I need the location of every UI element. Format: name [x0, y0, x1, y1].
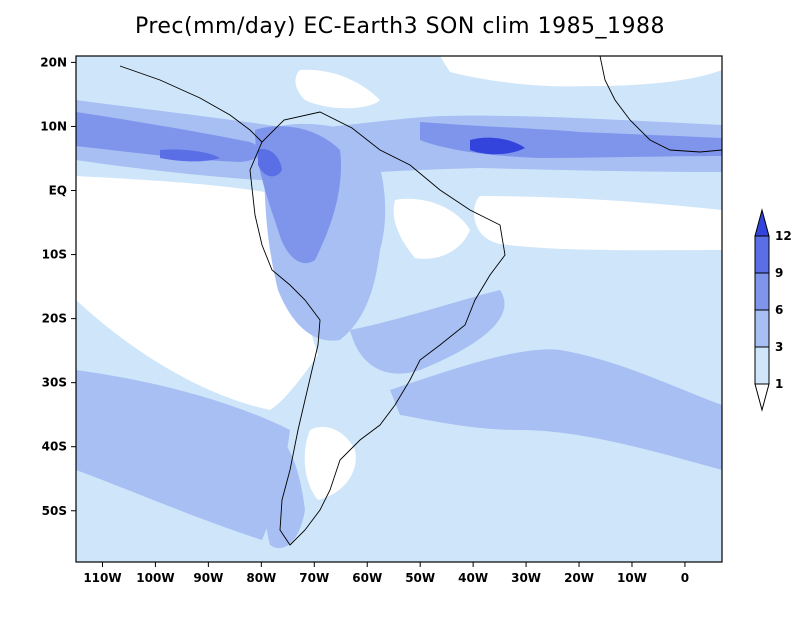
y-tick-label: 20S: [42, 312, 67, 326]
y-tick-label: 50S: [42, 504, 67, 518]
map-title: Prec(mm/day) EC-Earth3 SON clim 1985_198…: [134, 14, 666, 39]
x-tick-label: 110W: [83, 571, 121, 585]
dry-region-southeast-pacific: [76, 176, 318, 410]
y-tick-label: 10S: [42, 248, 67, 262]
x-tick-label: 80W: [246, 571, 276, 585]
x-tick-label: 40W: [458, 571, 488, 585]
dry-region-north-atlantic: [440, 56, 722, 87]
dry-region-northeast-brazil: [393, 198, 470, 259]
precip-field: [76, 56, 722, 562]
x-tick-label: 60W: [352, 571, 382, 585]
plot-frame: [75, 55, 723, 563]
central-america-coastline: [119, 65, 263, 143]
y-tick-label: 40S: [42, 440, 67, 454]
x-tick-label: 10W: [617, 571, 647, 585]
band-9-12-pacific: [160, 149, 220, 162]
band-3-6-south-atlantic: [390, 349, 722, 470]
y-tick-label: EQ: [49, 184, 67, 198]
colorbar-box: [754, 235, 770, 274]
colorbar-max-triangle: [754, 208, 770, 237]
x-tick-label: 100W: [136, 571, 174, 585]
colorbar-level-label: 1: [775, 377, 783, 391]
band-3-6-sacz: [350, 290, 505, 374]
band-3-6-southeast-pacific: [76, 370, 290, 540]
axis-ticks: 110W 100W 90W 80W 70W 60W 50W 40W 30W 20W 10W 0 20N 1…: [40, 55, 689, 585]
colorbar-min-triangle: [754, 383, 770, 412]
colorbar-level-label: 3: [775, 340, 783, 354]
colorbar-level-label: 6: [775, 303, 783, 317]
colorbar: 1 3 6 9 12: [754, 208, 792, 412]
colorbar-box: [754, 346, 770, 385]
colorbar-box: [754, 272, 770, 311]
x-tick-label: 0: [681, 571, 689, 585]
dry-region-caribbean: [295, 69, 380, 109]
x-tick-label: 50W: [405, 571, 435, 585]
x-tick-label: 30W: [511, 571, 541, 585]
y-tick-label: 20N: [40, 55, 67, 69]
band-6-9-itcz-west: [76, 112, 262, 162]
y-tick-label: 30S: [42, 376, 67, 390]
colorbar-level-label: 12: [775, 229, 792, 243]
africa-coastline: [599, 56, 722, 153]
dry-region-equatorial-atlantic: [474, 196, 722, 251]
x-tick-label: 70W: [299, 571, 329, 585]
x-tick-label: 20W: [564, 571, 594, 585]
band-9-12-colombia: [258, 149, 282, 177]
band-12-plus-atlantic: [470, 137, 525, 155]
x-tick-label: 90W: [193, 571, 223, 585]
colorbar-box: [754, 309, 770, 348]
colorbar-level-label: 9: [775, 266, 783, 280]
south-america-coastline: [249, 111, 506, 546]
dry-region-patagonia: [304, 426, 356, 500]
y-tick-label: 10N: [40, 119, 67, 133]
